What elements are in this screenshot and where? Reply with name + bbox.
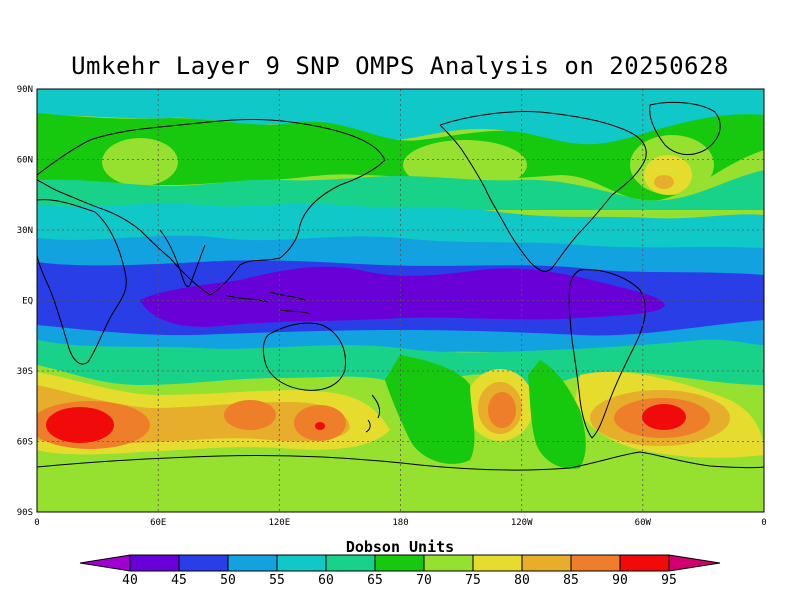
field-tongue-pacific-green xyxy=(385,355,475,464)
colorbar-label-50: 50 xyxy=(220,573,236,588)
colorbar-label-80: 80 xyxy=(514,573,530,588)
lon-tick-120e: 120E xyxy=(268,518,290,528)
colorbar: Dobson Units 40 45 50 55 60 65 70 75 80 xyxy=(79,538,721,588)
colorbar-bin-3 xyxy=(228,555,277,571)
colorbar-title: Dobson Units xyxy=(346,538,454,556)
field-patch-south-indian-red xyxy=(46,407,114,443)
lat-tick-60n: 60N xyxy=(17,156,33,166)
coastline-indonesia xyxy=(224,291,311,315)
colorbar-bin-9 xyxy=(522,555,571,571)
map-gridlines xyxy=(37,89,764,512)
colorbar-label-65: 65 xyxy=(367,573,383,588)
field-patch-south-pacific-core xyxy=(488,392,516,428)
colorbar-label-95: 95 xyxy=(661,573,677,588)
map-frame xyxy=(36,88,765,513)
colorbar-label-90: 90 xyxy=(612,573,628,588)
colorbar-label-70: 70 xyxy=(416,573,432,588)
coastline-north-america xyxy=(439,111,647,272)
coastline-south-america xyxy=(568,269,646,439)
lat-tick-30n: 30N xyxy=(17,226,33,236)
lat-tick-90n: 90N xyxy=(17,85,33,95)
lon-tick-180: 180 xyxy=(392,518,408,528)
coastline-new-zealand xyxy=(365,394,381,433)
lon-tick-60e: 60E xyxy=(150,518,166,528)
colorbar-bin-11 xyxy=(620,555,669,571)
field-patch-greenland-core xyxy=(654,175,674,189)
map-title: Umkehr Layer 9 SNP OMPS Analysis on 2025… xyxy=(71,52,729,80)
colorbar-bin-6 xyxy=(375,555,424,571)
coastline-africa xyxy=(37,199,127,365)
colorbar-separators xyxy=(129,555,670,571)
colorbar-bin-2 xyxy=(179,555,228,571)
lon-tick-0-right: 0 xyxy=(761,518,766,528)
field-patch-south-indian-orange-2 xyxy=(224,400,276,430)
coastline-india xyxy=(159,229,206,287)
colorbar-label-75: 75 xyxy=(465,573,481,588)
lon-axis: 0 60E 120E 180 120W 60W 0 xyxy=(34,518,766,528)
colorbar-bin-5 xyxy=(326,555,375,571)
field-band-equator-purple xyxy=(140,266,665,327)
field-patch-south-atlantic-red xyxy=(642,404,686,430)
lat-axis: 90N 60N 30N EQ 30S 60S 90S xyxy=(17,85,33,518)
colorbar-arrow-high xyxy=(669,555,720,571)
lat-tick-60s: 60S xyxy=(17,438,33,448)
coastline-australia xyxy=(262,322,347,391)
colorbar-arrow-low xyxy=(80,555,130,571)
colorbar-bin-4 xyxy=(277,555,326,571)
lon-tick-0-left: 0 xyxy=(34,518,39,528)
lat-tick-90s: 90S xyxy=(17,508,33,518)
field-band-arctic-green xyxy=(37,113,764,201)
colorbar-label-55: 55 xyxy=(269,573,285,588)
colorbar-label-45: 45 xyxy=(171,573,187,588)
colorbar-bin-1 xyxy=(130,555,179,571)
lat-tick-eq: EQ xyxy=(22,297,33,307)
colorbar-label-40: 40 xyxy=(122,573,138,588)
lat-tick-30s: 30S xyxy=(17,367,33,377)
colorbar-bin-10 xyxy=(571,555,620,571)
coastline-antarctica xyxy=(37,451,764,471)
field-patch-siberia xyxy=(102,138,178,186)
colorbar-bin-8 xyxy=(473,555,522,571)
colorbar-bin-7 xyxy=(424,555,473,571)
field-patch-south-australia-red xyxy=(315,422,325,430)
coastline-greenland xyxy=(649,101,721,156)
colorbar-label-85: 85 xyxy=(563,573,579,588)
lon-tick-60w: 60W xyxy=(635,518,652,528)
lon-tick-120w: 120W xyxy=(511,518,533,528)
colorbar-label-60: 60 xyxy=(318,573,334,588)
field-patch-greenland-inner xyxy=(644,155,692,195)
